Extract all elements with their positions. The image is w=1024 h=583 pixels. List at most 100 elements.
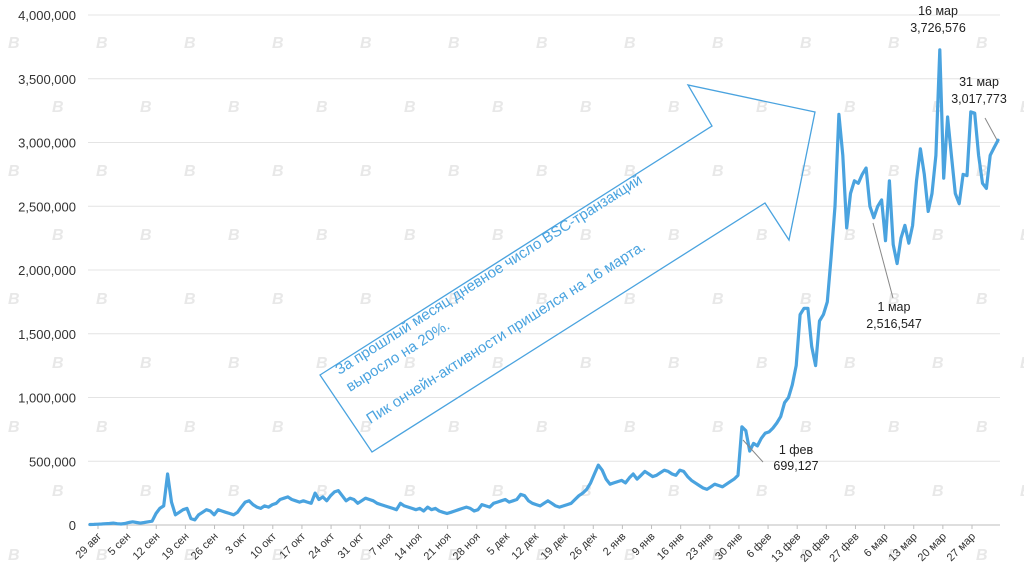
- annotation-16-mar-value: 3,726,576: [910, 21, 966, 35]
- watermark-glyph: B: [624, 547, 636, 564]
- y-tick-label: 3,000,000: [18, 136, 76, 151]
- watermark-glyph: B: [184, 163, 196, 180]
- watermark-glyph: B: [404, 99, 416, 116]
- watermark-glyph: B: [96, 35, 108, 52]
- watermark-glyph: B: [8, 291, 20, 308]
- x-tick-label: 26 дек: [568, 531, 600, 563]
- watermark-glyph: B: [272, 419, 284, 436]
- annotation-1-feb-value: 699,127: [773, 459, 818, 473]
- watermark-glyph: B: [536, 163, 548, 180]
- watermark-glyph: B: [1020, 227, 1024, 244]
- watermark-glyph: B: [492, 99, 504, 116]
- watermark-glyph: B: [228, 227, 240, 244]
- watermark-glyph: B: [668, 355, 680, 372]
- watermark-glyph: B: [888, 419, 900, 436]
- watermark-glyph: B: [536, 419, 548, 436]
- y-tick-label: 4,000,000: [18, 8, 76, 23]
- watermark-glyph: B: [448, 547, 460, 564]
- annotation-1-mar-label: 1 мар: [878, 300, 911, 314]
- watermark-glyph: B: [844, 99, 856, 116]
- callout-arrow-shape: [319, 84, 816, 453]
- watermark-glyph: B: [272, 35, 284, 52]
- watermark-glyph: B: [360, 419, 372, 436]
- watermark-glyph: B: [316, 227, 328, 244]
- y-tick-label: 3,500,000: [18, 72, 76, 87]
- watermark-glyph: B: [536, 35, 548, 52]
- watermark-glyph: B: [448, 419, 460, 436]
- watermark-glyph: B: [404, 483, 416, 500]
- watermark-glyph: B: [712, 291, 724, 308]
- watermark-glyph: B: [976, 547, 988, 564]
- watermark-glyph: B: [976, 35, 988, 52]
- annotation-1-mar: 1 мар 2,516,547: [866, 222, 922, 331]
- watermark-glyph: B: [52, 483, 64, 500]
- x-tick-label: 16 янв: [655, 531, 687, 563]
- watermark-glyph: B: [976, 291, 988, 308]
- watermark-glyph: B: [976, 419, 988, 436]
- watermark-glyph: B: [756, 99, 768, 116]
- watermark-glyph: B: [756, 227, 768, 244]
- annotation-31-mar: 31 мар 3,017,773: [951, 75, 1007, 141]
- watermark-glyph: B: [668, 483, 680, 500]
- annotation-leader-1-mar: [872, 222, 894, 299]
- annotation-31-mar-label: 31 мар: [959, 75, 999, 89]
- watermark-glyph: B: [932, 355, 944, 372]
- x-tick-label: 27 мар: [945, 531, 978, 564]
- watermark-glyph: B: [228, 99, 240, 116]
- watermark-glyph: B: [316, 483, 328, 500]
- x-tick-label: 27 фев: [827, 531, 861, 565]
- watermark-glyph: B: [360, 163, 372, 180]
- watermark-glyph: B: [184, 35, 196, 52]
- watermark-glyph: B: [932, 483, 944, 500]
- watermark-glyph: B: [272, 163, 284, 180]
- callout-arrow: За прошлый месяц дневное число BSC-транз…: [319, 84, 816, 453]
- watermark-glyph: B: [448, 163, 460, 180]
- y-tick-label: 0: [69, 518, 76, 533]
- watermark-glyph: B: [888, 163, 900, 180]
- watermark-glyph: B: [52, 99, 64, 116]
- x-tick-label: 5 сен: [106, 531, 133, 558]
- watermark-glyph: B: [184, 291, 196, 308]
- watermark-glyph: B: [1020, 483, 1024, 500]
- watermark-glyph: B: [404, 227, 416, 244]
- watermark-glyph: B: [492, 355, 504, 372]
- annotation-leader-31-mar: [984, 117, 998, 141]
- x-tick-label: 3 окт: [223, 531, 249, 557]
- watermark-glyph: B: [536, 547, 548, 564]
- watermark-glyph: B: [800, 419, 812, 436]
- watermark-glyph: B: [756, 483, 768, 500]
- grid-lines: [88, 14, 1000, 526]
- x-tick-label: 5 дек: [485, 531, 512, 558]
- y-tick-label: 2,500,000: [18, 199, 76, 214]
- watermark-glyph: B: [844, 483, 856, 500]
- watermark-glyph: B: [140, 99, 152, 116]
- x-tick-label: 13 фев: [769, 531, 803, 565]
- watermark-glyph: B: [8, 419, 20, 436]
- watermark-glyph: B: [448, 291, 460, 308]
- watermark-glyph: B: [668, 99, 680, 116]
- watermark-glyph: B: [580, 227, 592, 244]
- watermark-glyph: B: [800, 547, 812, 564]
- watermark-glyph: B: [888, 35, 900, 52]
- watermark-glyph: B: [140, 355, 152, 372]
- watermark-glyph: B: [360, 291, 372, 308]
- annotation-16-mar-label: 16 мар: [918, 4, 958, 18]
- watermark-glyph: B: [52, 355, 64, 372]
- watermark-glyph: B: [624, 291, 636, 308]
- watermark-glyph: B: [536, 291, 548, 308]
- watermark-glyph: B: [184, 547, 196, 564]
- watermark-glyph: B: [96, 547, 108, 564]
- annotation-1-mar-value: 2,516,547: [866, 317, 922, 331]
- y-tick-label: 1,500,000: [18, 327, 76, 342]
- watermark-glyph: B: [712, 419, 724, 436]
- watermark-glyph: B: [140, 227, 152, 244]
- watermark-glyph: B: [228, 483, 240, 500]
- watermark-glyph: B: [492, 483, 504, 500]
- watermark-glyph: B: [844, 227, 856, 244]
- watermark-glyph: B: [272, 547, 284, 564]
- x-tick-label: 17 окт: [277, 531, 308, 562]
- watermark-glyph: B: [800, 35, 812, 52]
- watermark-glyph: B: [96, 291, 108, 308]
